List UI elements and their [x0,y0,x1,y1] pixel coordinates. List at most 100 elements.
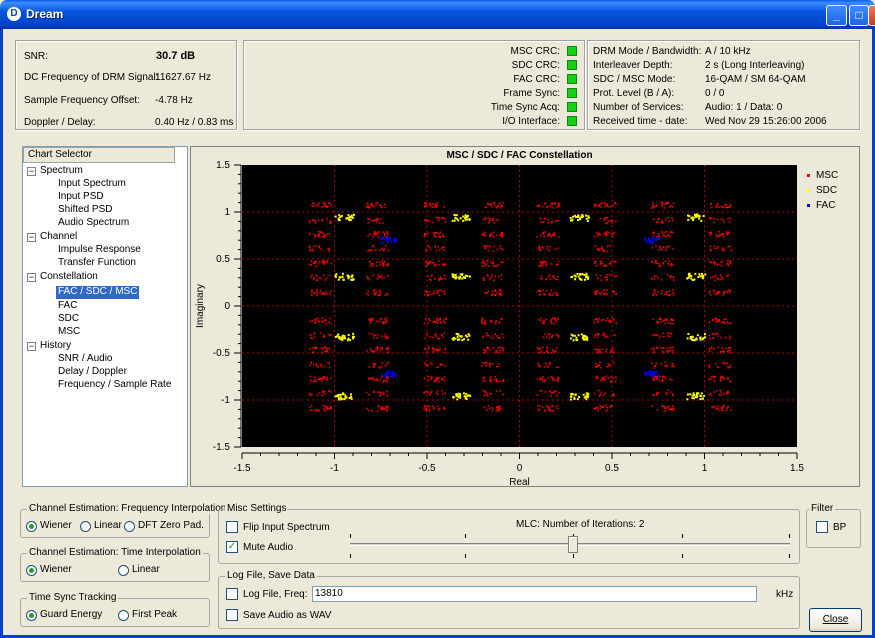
msc-point [663,336,665,338]
flip-input-checkbox[interactable] [226,521,238,533]
msc-point [708,290,711,293]
tree-item-audio-spectrum[interactable]: Audio Spectrum [58,217,130,228]
tree-group-constellation[interactable]: Constellation [40,271,98,282]
tree-group-channel[interactable]: Channel [40,231,78,242]
msc-point [432,203,434,205]
msc-point [601,379,603,381]
msc-point [723,290,725,293]
tree-item-shifted-psd[interactable]: Shifted PSD [58,204,113,215]
msc-point [710,217,712,219]
msc-point [538,408,541,411]
sdc-point [582,393,585,396]
mute-audio-label[interactable]: Mute Audio [243,542,294,553]
expander-spectrum[interactable]: − [27,166,36,176]
expander-history[interactable]: − [27,341,36,351]
msc-point [598,292,600,294]
msc-point [376,217,379,219]
mlc-slider-thumb[interactable] [568,536,578,553]
msc-point [372,337,375,339]
msc-point [326,259,328,262]
tree-item-input-spectrum[interactable]: Input Spectrum [58,178,126,189]
msc-point [433,320,436,323]
tree-item-sdc[interactable]: SDC [58,313,80,324]
msc-point [709,337,711,339]
title-bar[interactable]: D Dream _ □ [0,0,875,29]
time-linear-radio[interactable] [118,565,129,576]
msc-point [441,389,443,392]
msc-point [664,293,666,296]
msc-point [328,233,331,235]
expander-channel[interactable]: − [27,232,36,242]
freq-wiener-radio[interactable] [26,521,37,532]
freq-linear-radio[interactable] [80,521,91,532]
guard-energy-radio[interactable] [26,610,37,621]
msc-point [329,334,331,337]
msc-point [440,378,443,381]
msc-point [726,350,729,353]
freq-dft-radio[interactable] [124,521,135,532]
msc-point [379,275,382,278]
msc-point [427,346,430,349]
bp-checkbox[interactable] [816,521,828,533]
tree-item-fac-sdc-msc[interactable]: FAC / SDC / MSC [56,286,140,299]
freq-linear-label[interactable]: Linear [94,520,122,531]
time-linear-label[interactable]: Linear [132,564,160,575]
freq-dft-label[interactable]: DFT Zero Pad. [138,520,204,531]
tree-item-fac[interactable]: FAC [58,300,78,311]
msc-point [607,377,610,379]
sdc-point [350,278,353,281]
save-audio-label[interactable]: Save Audio as WAV [243,610,332,621]
bp-label[interactable]: BP [833,522,847,533]
guard-energy-label[interactable]: Guard Energy [40,609,103,620]
msc-point [612,233,614,236]
msc-point [547,219,550,221]
msc-point [608,245,611,247]
expander-constellation[interactable]: − [27,272,36,282]
tree-group-spectrum[interactable]: Spectrum [40,165,83,176]
first-peak-radio[interactable] [118,610,129,621]
chart-selector-tree[interactable]: Chart Selector − Spectrum Input Spectrum… [22,146,188,487]
close-button[interactable]: Close [809,608,862,632]
tree-item-delay-doppler[interactable]: Delay / Doppler [58,366,127,377]
tree-item-input-psd[interactable]: Input PSD [58,191,104,202]
tree-item-transfer-function[interactable]: Transfer Function [58,257,136,268]
msc-point [671,365,673,367]
x-axis-label: Real [509,477,530,486]
maximize-button[interactable]: □ [849,5,869,26]
msc-point [309,333,312,336]
log-file-label[interactable]: Log File, Freq: [243,589,308,600]
tree-item-snr-audio[interactable]: SNR / Audio [58,353,113,364]
msc-point [326,206,329,208]
freq-wiener-label[interactable]: Wiener [40,520,72,531]
chart-selector-header[interactable]: Chart Selector [23,147,175,163]
msc-point [652,334,654,337]
mute-audio-checkbox[interactable]: ✓ [226,541,238,553]
save-audio-checkbox[interactable] [226,609,238,621]
msc-point [386,376,388,378]
msc-point [439,235,441,238]
sdc-point [700,219,703,222]
sdc-point [461,277,464,280]
msc-point [551,405,553,408]
tree-group-history[interactable]: History [40,340,72,351]
sdc-point [585,272,588,275]
msc-point [324,390,326,393]
msc-point [432,350,434,353]
first-peak-label[interactable]: First Peak [132,609,178,620]
tree-item-impulse-response[interactable]: Impulse Response [58,244,141,255]
minimize-button[interactable]: _ [826,5,847,26]
close-window-button[interactable] [868,5,875,26]
tree-item-frequency-sample-rate[interactable]: Frequency / Sample Rate [58,379,172,390]
time-wiener-radio[interactable] [26,565,37,576]
tree-item-msc[interactable]: MSC [58,326,81,337]
frequency-input[interactable]: 13810 [312,586,757,602]
log-file-checkbox[interactable] [226,588,238,600]
time-wiener-label[interactable]: Wiener [40,564,72,575]
msc-point [312,262,315,264]
msc-point [443,376,446,378]
msc-point [431,221,434,224]
msc-point [369,279,371,281]
msc-point [438,380,440,383]
msc-point [439,317,441,320]
flip-input-label[interactable]: Flip Input Spectrum [243,522,330,533]
